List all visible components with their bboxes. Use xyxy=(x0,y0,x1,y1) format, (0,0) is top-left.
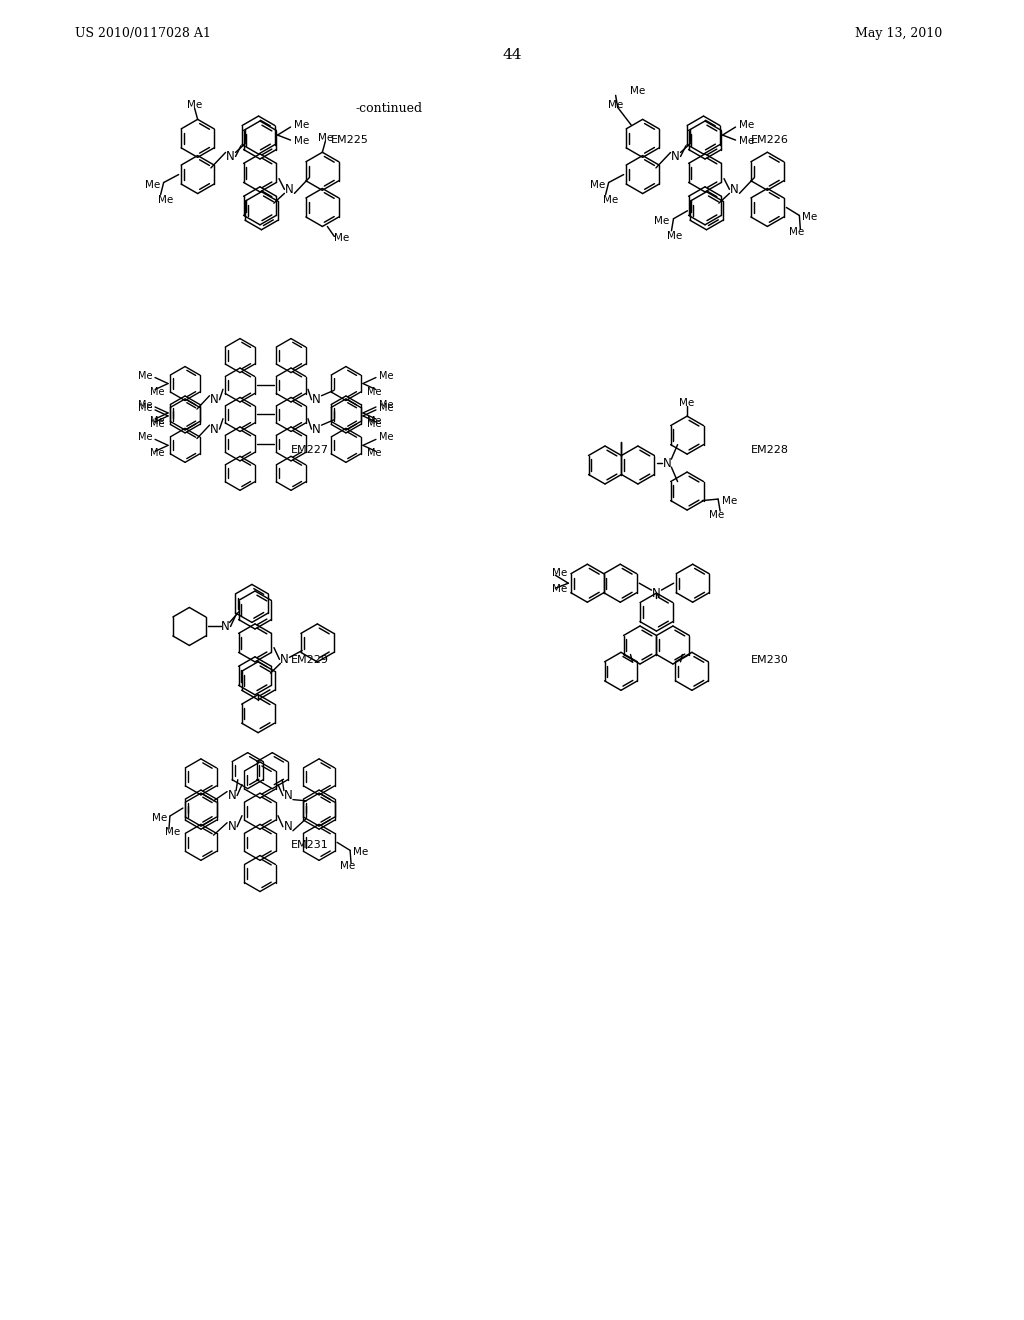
Text: Me: Me xyxy=(709,510,724,520)
Text: Me: Me xyxy=(137,403,152,413)
Text: N: N xyxy=(210,422,219,436)
Text: Me: Me xyxy=(790,227,805,238)
Text: -continued: -continued xyxy=(355,102,422,115)
Text: EM229: EM229 xyxy=(291,655,329,665)
Text: N: N xyxy=(221,620,230,634)
Text: N: N xyxy=(226,150,234,162)
Text: Me: Me xyxy=(335,234,349,243)
Text: Me: Me xyxy=(159,194,174,205)
Text: EM231: EM231 xyxy=(291,840,329,850)
Text: Me: Me xyxy=(630,86,645,96)
Text: N: N xyxy=(312,422,321,436)
Text: N: N xyxy=(671,150,680,162)
Text: Me: Me xyxy=(152,813,167,824)
Text: N: N xyxy=(730,183,739,195)
Text: Me: Me xyxy=(150,418,164,429)
Text: Me: Me xyxy=(608,100,624,111)
Text: Me: Me xyxy=(294,120,309,131)
Text: Me: Me xyxy=(654,215,670,226)
Text: EM227: EM227 xyxy=(291,445,329,455)
Text: N: N xyxy=(284,789,292,803)
Text: Me: Me xyxy=(591,180,605,190)
Text: N: N xyxy=(227,820,237,833)
Text: EM225: EM225 xyxy=(331,135,369,145)
Text: N: N xyxy=(227,789,237,803)
Text: Me: Me xyxy=(680,399,694,408)
Text: Me: Me xyxy=(379,371,393,380)
Text: Me: Me xyxy=(379,403,393,413)
Text: N: N xyxy=(284,820,292,833)
Text: EM226: EM226 xyxy=(751,135,788,145)
Text: EM228: EM228 xyxy=(751,445,790,455)
Text: Me: Me xyxy=(340,862,355,871)
Text: N: N xyxy=(652,586,660,599)
Text: May 13, 2010: May 13, 2010 xyxy=(855,26,942,40)
Text: Me: Me xyxy=(367,416,382,426)
Text: Me: Me xyxy=(722,496,737,506)
Text: Me: Me xyxy=(367,449,382,458)
Text: Me: Me xyxy=(803,213,817,223)
Text: Me: Me xyxy=(668,231,682,240)
Text: Me: Me xyxy=(150,416,164,426)
Text: 44: 44 xyxy=(502,48,522,62)
Text: Me: Me xyxy=(353,847,369,858)
Text: Me: Me xyxy=(187,100,203,111)
Text: Me: Me xyxy=(738,136,754,147)
Text: Me: Me xyxy=(137,433,152,442)
Text: Me: Me xyxy=(145,180,161,190)
Text: Me: Me xyxy=(367,387,382,396)
Text: EM230: EM230 xyxy=(752,655,788,665)
Text: Me: Me xyxy=(603,194,618,205)
Text: N: N xyxy=(285,183,294,195)
Text: Me: Me xyxy=(379,400,393,411)
Text: Me: Me xyxy=(317,133,333,144)
Text: Me: Me xyxy=(367,418,382,429)
Text: N: N xyxy=(312,393,321,407)
Text: Me: Me xyxy=(738,120,754,131)
Text: N: N xyxy=(663,457,672,470)
Text: N: N xyxy=(210,393,219,407)
Text: Me: Me xyxy=(552,568,567,578)
Text: Me: Me xyxy=(379,433,393,442)
Text: N: N xyxy=(281,653,289,665)
Text: US 2010/0117028 A1: US 2010/0117028 A1 xyxy=(75,26,211,40)
Text: Me: Me xyxy=(137,371,152,380)
Text: Me: Me xyxy=(294,136,309,147)
Text: Me: Me xyxy=(165,828,180,837)
Text: Me: Me xyxy=(552,585,567,594)
Text: Me: Me xyxy=(150,387,164,396)
Text: Me: Me xyxy=(150,449,164,458)
Text: Me: Me xyxy=(137,400,152,411)
